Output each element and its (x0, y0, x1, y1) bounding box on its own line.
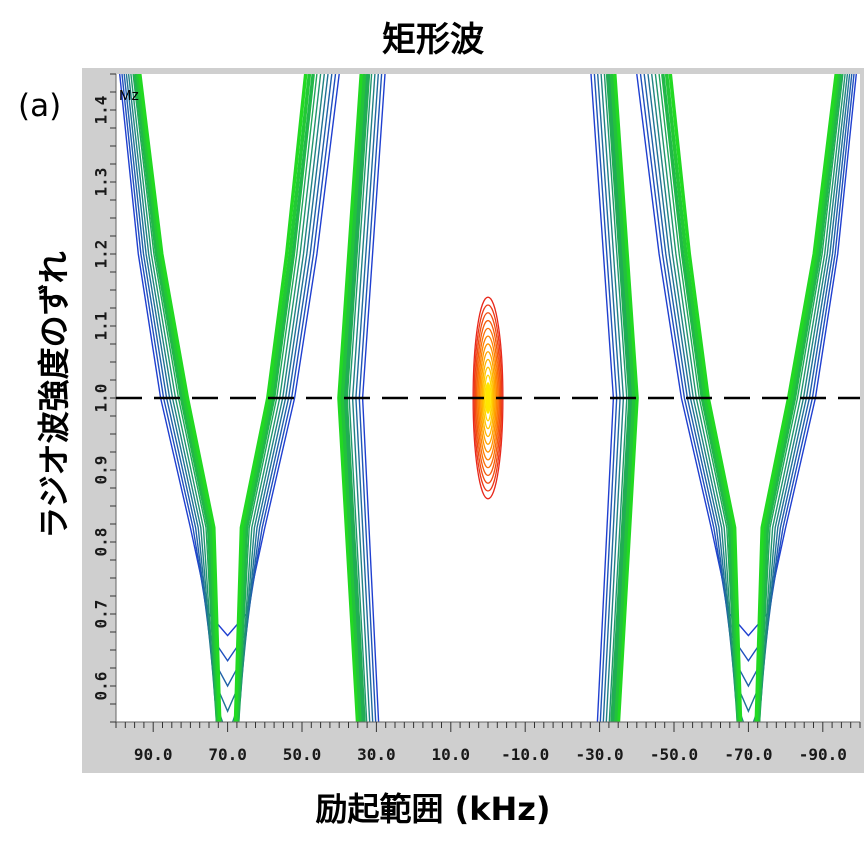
right-valley-contour (651, 74, 849, 722)
x-tick-label: -50.0 (650, 745, 698, 764)
left-edge-contour (337, 74, 364, 722)
left-valley-contour (125, 74, 329, 713)
center-peak-contour (483, 374, 493, 422)
x-tick-label: -30.0 (576, 745, 624, 764)
left-edge-contour (340, 74, 367, 722)
contour-plot: 90.0 70.0 50.0 30.0 10.0 -10.0 -30.0 -50.0 -70.0… (92, 73, 861, 764)
y-tick-label: 1.3 (92, 168, 111, 197)
x-axis-label: 励起範囲 (kHz) (315, 790, 551, 828)
y-tick-label: 0.6 (92, 672, 111, 701)
left-valley-contour (138, 74, 308, 722)
y-tick-label: 1.4 (92, 96, 111, 125)
left-valley-contour (130, 74, 322, 722)
left-valley-contour (123, 74, 333, 688)
x-tick-label: 50.0 (283, 745, 322, 764)
y-axis-label: ラジオ波強度のずれ (35, 251, 73, 539)
right-valley-contour (647, 74, 851, 713)
left-valley-contour (119, 74, 340, 637)
right-valley-contour (661, 74, 843, 722)
right-valley-contour (639, 74, 855, 663)
left-valley-contour (133, 74, 315, 722)
x-tick-label: 70.0 (208, 745, 247, 764)
x-tick-label: 30.0 (357, 745, 396, 764)
right-valley-contour (636, 74, 857, 637)
panel-label: (a) (18, 88, 62, 124)
left-valley-contour (135, 74, 312, 722)
chart-title: 矩形波 (382, 20, 484, 60)
y-tick-label: 1.1 (92, 312, 111, 341)
right-valley-contour (643, 74, 853, 688)
left-valley-contour (121, 74, 337, 663)
left-valley-contour (132, 74, 318, 722)
y-tick-label: 0.7 (92, 600, 111, 629)
x-tick-label: -10.0 (501, 745, 549, 764)
right-edge-contour (612, 74, 639, 722)
right-valley-contour (668, 74, 838, 722)
y-tick-label: 1.2 (92, 240, 111, 269)
left-valley-contour (127, 74, 325, 722)
x-tick-label: -90.0 (799, 745, 847, 764)
x-tick-label: 90.0 (134, 745, 173, 764)
right-valley-contour (658, 74, 844, 722)
y-tick-label: 0.9 (92, 456, 111, 485)
mz-label: Mz (119, 87, 139, 104)
right-valley-contour (664, 74, 841, 722)
y-tick-label: 0.8 (92, 528, 111, 557)
x-tick-label: 10.0 (432, 745, 471, 764)
x-tick-label: -70.0 (724, 745, 772, 764)
right-valley-contour (654, 74, 846, 722)
center-peak-contour (485, 382, 491, 414)
y-tick-label: 1.0 (92, 384, 111, 413)
